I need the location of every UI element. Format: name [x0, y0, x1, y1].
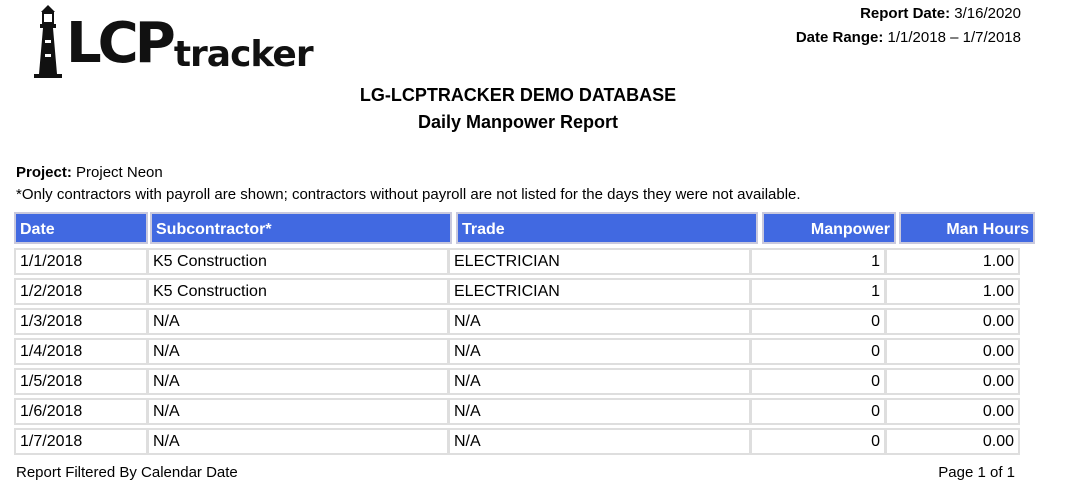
cell-date: 1/2/2018 [14, 278, 148, 305]
header-trade: Trade [456, 212, 758, 244]
logo-lcp-text: LCP [66, 11, 176, 76]
cell-subcontractor: N/A [147, 428, 449, 455]
lcptracker-logo: LCPtracker [28, 2, 318, 80]
cell-subcontractor: N/A [147, 338, 449, 365]
header-man-hours: Man Hours [899, 212, 1035, 244]
cell-manpower: 1 [750, 248, 886, 275]
date-range-value: 1/1/2018 – 1/7/2018 [887, 29, 1021, 46]
cell-manpower: 0 [750, 428, 886, 455]
cell-man-hours: 0.00 [885, 428, 1020, 455]
cell-man-hours: 0.00 [885, 308, 1020, 335]
cell-date: 1/6/2018 [14, 398, 148, 425]
cell-subcontractor: K5 Construction [147, 278, 449, 305]
header-date: Date [14, 212, 148, 244]
date-range-line: Date Range: 1/1/2018 – 1/7/2018 [796, 26, 1021, 50]
project-line: Project: Project Neon [16, 164, 163, 181]
cell-subcontractor: K5 Construction [147, 248, 449, 275]
cell-trade: N/A [448, 368, 751, 395]
cell-man-hours: 0.00 [885, 368, 1020, 395]
cell-trade: N/A [448, 308, 751, 335]
payroll-note: *Only contractors with payroll are shown… [16, 186, 801, 203]
cell-manpower: 0 [750, 368, 886, 395]
header-manpower: Manpower [762, 212, 896, 244]
report-date-line: Report Date: 3/16/2020 [796, 2, 1021, 26]
report-date-label: Report Date: [860, 5, 951, 22]
cell-date: 1/7/2018 [14, 428, 148, 455]
cell-subcontractor: N/A [147, 308, 449, 335]
cell-date: 1/3/2018 [14, 308, 148, 335]
cell-manpower: 0 [750, 308, 886, 335]
cell-trade: ELECTRICIAN [448, 278, 751, 305]
page-number: Page 1 of 1 [938, 464, 1015, 481]
cell-manpower: 0 [750, 398, 886, 425]
report-date-value: 3/16/2020 [954, 5, 1021, 22]
cell-manpower: 0 [750, 338, 886, 365]
database-title: LG-LCPTRACKER DEMO DATABASE [359, 85, 677, 105]
cell-subcontractor: N/A [147, 368, 449, 395]
cell-subcontractor: N/A [147, 398, 449, 425]
cell-man-hours: 0.00 [885, 398, 1020, 425]
cell-trade: ELECTRICIAN [448, 248, 751, 275]
cell-date: 1/1/2018 [14, 248, 148, 275]
logo-tracker-text: tracker [173, 34, 314, 75]
report-meta: Report Date: 3/16/2020 Date Range: 1/1/2… [796, 2, 1021, 50]
cell-manpower: 1 [750, 278, 886, 305]
filter-footer: Report Filtered By Calendar Date [16, 464, 238, 481]
cell-trade: N/A [448, 428, 751, 455]
cell-date: 1/4/2018 [14, 338, 148, 365]
cell-trade: N/A [448, 398, 751, 425]
cell-man-hours: 1.00 [885, 278, 1020, 305]
project-label: Project: [16, 164, 72, 181]
cell-trade: N/A [448, 338, 751, 365]
project-name: Project Neon [76, 164, 163, 181]
lighthouse-icon [34, 5, 62, 78]
cell-man-hours: 1.00 [885, 248, 1020, 275]
date-range-label: Date Range: [795, 29, 884, 46]
header-subcontractor: Subcontractor* [150, 212, 452, 244]
cell-date: 1/5/2018 [14, 368, 148, 395]
report-title: Daily Manpower Report [417, 112, 619, 132]
cell-man-hours: 0.00 [885, 338, 1020, 365]
